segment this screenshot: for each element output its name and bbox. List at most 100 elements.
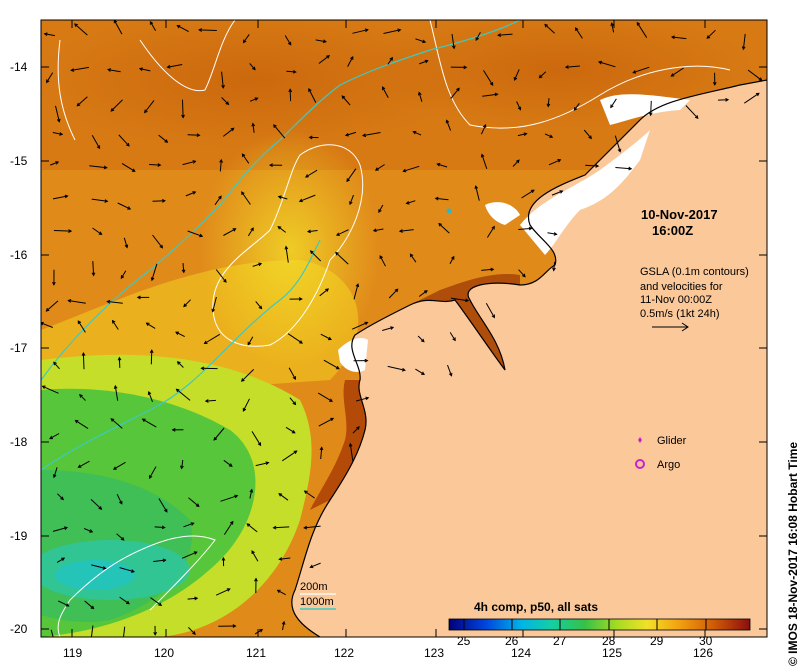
isobath-200m-line [57, 20, 731, 637]
velocity-arrow-head [308, 87, 312, 92]
velocity-arrow-head [259, 629, 264, 633]
velocity-arrow [362, 132, 381, 137]
velocity-arrow-head [144, 109, 148, 114]
velocity-arrow-head [490, 267, 495, 272]
velocity-arrow-head [175, 331, 180, 335]
velocity-arrow-head [250, 227, 254, 232]
velocity-arrow-head [288, 88, 293, 93]
velocity-arrow-head [65, 603, 70, 607]
velocity-arrow [341, 95, 351, 106]
velocity-arrow-head [147, 390, 152, 395]
velocity-arrow [437, 163, 448, 168]
colorbar-ticks: 25 26 27 28 29 30 [457, 634, 713, 648]
velocity-arrow [113, 461, 126, 470]
velocity-arrow-head [475, 37, 479, 42]
velocity-arrow-head [402, 168, 407, 173]
velocity-arrow-head [241, 153, 246, 158]
velocity-arrow-head [103, 165, 108, 170]
velocity-arrow [121, 162, 136, 172]
velocity-arrow [242, 398, 250, 412]
velocity-arrow [107, 301, 123, 304]
velocity-arrow-head [229, 520, 234, 525]
velocity-arrow [446, 120, 452, 131]
velocity-arrow [485, 303, 495, 318]
velocity-arrow [289, 89, 292, 102]
velocity-arrow [352, 426, 360, 434]
velocity-arrow-head [49, 435, 53, 440]
velocity-arrow-head [76, 102, 81, 107]
velocity-arrow [382, 86, 389, 99]
velocity-arrow [177, 25, 189, 33]
velocity-arrow [747, 69, 763, 81]
velocity-arrow [518, 227, 532, 230]
velocity-arrow [241, 369, 255, 382]
velocity-arrow-head [308, 135, 313, 140]
velocity-arrow [221, 71, 224, 88]
velocity-arrow-head [361, 133, 367, 138]
velocity-arrow [451, 33, 455, 49]
velocity-arrow-head [636, 21, 641, 26]
velocity-arrow-head [374, 167, 379, 171]
velocity-arrow-head [41, 321, 44, 326]
velocity-arrow [142, 418, 157, 428]
australia-land [291, 20, 767, 637]
velocity-arrow-head [595, 164, 600, 168]
colorbar-tick: 28 [602, 634, 616, 648]
velocity-arrow [116, 493, 123, 505]
velocity-arrow [671, 67, 684, 77]
velocity-arrow-head [136, 295, 141, 300]
velocity-arrow-head [98, 506, 103, 510]
velocity-arrow-head [52, 474, 57, 479]
velocity-arrow-head [225, 101, 230, 106]
velocity-arrow [347, 56, 354, 67]
velocity-arrow-head [221, 84, 225, 89]
velocity-arrow-head [192, 631, 196, 635]
velocity-arrows [41, 20, 763, 637]
velocity-arrow-head [628, 166, 633, 171]
velocity-arrow-head [218, 195, 222, 200]
velocity-arrow-head [365, 396, 370, 401]
velocity-arrow-head [341, 95, 346, 100]
velocity-arrow [68, 300, 86, 304]
velocity-arrow [518, 269, 526, 278]
velocity-arrow-head [112, 466, 117, 470]
velocity-arrow-head [610, 22, 615, 27]
velocity-arrow [188, 497, 200, 507]
velocity-arrow [204, 333, 221, 344]
velocity-arrow-head [175, 388, 180, 393]
velocity-arrow-head [232, 228, 237, 232]
velocity-arrow-head [422, 39, 427, 44]
velocity-arrow-head [124, 244, 129, 249]
velocity-arrow [435, 197, 449, 201]
velocity-arrow-head [64, 194, 69, 199]
velocity-arrow [158, 498, 168, 513]
velocity-arrow-head [409, 253, 414, 258]
velocity-arrow [335, 252, 349, 265]
velocity-arrow [116, 533, 125, 541]
lon-label: 122 [334, 646, 354, 660]
velocity-arrow [286, 70, 296, 73]
velocity-arrow [352, 29, 368, 34]
velocity-arrow-head [91, 272, 96, 277]
velocity-arrow-head [706, 35, 711, 39]
velocity-arrow [285, 426, 296, 434]
velocity-arrow-head [73, 23, 78, 27]
velocity-arrow [215, 269, 227, 283]
velocity-arrow-head [474, 185, 479, 190]
velocity-arrow-head [344, 132, 349, 137]
velocity-arrow-head [421, 371, 426, 375]
velocity-arrow [475, 31, 481, 41]
velocity-arrow [149, 466, 157, 479]
velocity-arrow [310, 250, 322, 262]
velocity-arrow-head [195, 503, 200, 508]
velocity-arrow-head [480, 153, 485, 158]
velocity-arrow-head [249, 488, 254, 493]
velocity-arrow [450, 87, 460, 99]
velocity-arrow [223, 521, 234, 535]
velocity-arrow-head [350, 55, 354, 60]
velocity-arrow [481, 268, 494, 271]
velocity-arrow-head [226, 588, 231, 592]
velocity-arrow [305, 169, 318, 178]
velocity-arrow-head [329, 398, 333, 402]
velocity-arrow [46, 300, 59, 312]
